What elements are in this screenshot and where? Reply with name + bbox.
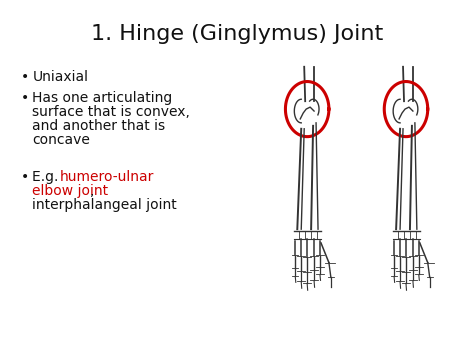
Text: interphalangeal joint: interphalangeal joint — [32, 198, 177, 212]
Text: Has one articulating: Has one articulating — [32, 91, 173, 105]
Text: •: • — [20, 170, 29, 184]
Text: E.g.: E.g. — [32, 170, 63, 184]
Text: 1. Hinge (Ginglymus) Joint: 1. Hinge (Ginglymus) Joint — [91, 24, 383, 44]
Text: •: • — [20, 91, 29, 105]
Text: elbow joint: elbow joint — [32, 184, 109, 198]
Text: ,: , — [90, 184, 94, 198]
Text: surface that is convex,: surface that is convex, — [32, 105, 190, 119]
Text: •: • — [20, 70, 29, 84]
Text: humero-ulnar: humero-ulnar — [60, 170, 155, 184]
Text: concave: concave — [32, 133, 91, 147]
Text: Uniaxial: Uniaxial — [32, 70, 89, 84]
Text: and another that is: and another that is — [32, 119, 165, 133]
